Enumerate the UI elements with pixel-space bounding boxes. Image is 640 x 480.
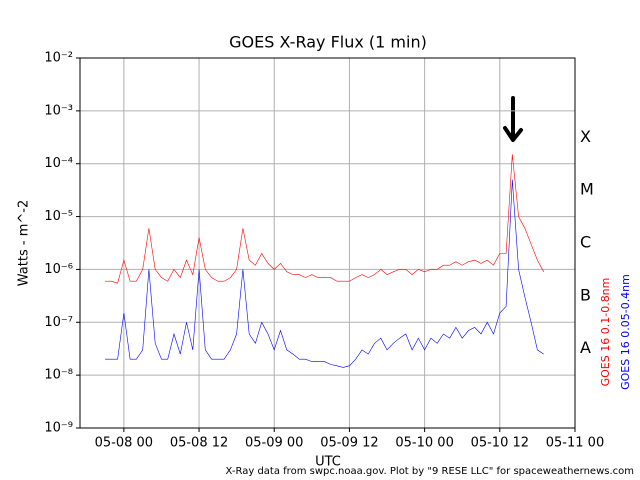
x-tick-label: 05-09 12	[320, 436, 378, 451]
flare-class-label: A	[580, 338, 591, 357]
arrow-annotation	[503, 96, 523, 142]
plot-frame	[79, 57, 576, 429]
y-tick-label: 10⁻²	[44, 51, 73, 66]
series-line	[105, 179, 544, 368]
x-tick-label: 05-11 00	[546, 436, 604, 451]
flare-class-label: C	[580, 233, 591, 252]
legend-label: GOES 16 0.1-0.8nm	[599, 278, 612, 387]
x-tick-label: 05-08 00	[95, 436, 153, 451]
y-tick-label: 10⁻⁶	[44, 262, 73, 277]
chart-title: GOES X-Ray Flux (1 min)	[229, 33, 427, 52]
y-axis-label: Watts - m^-2	[17, 200, 32, 286]
x-tick-label: 05-10 12	[471, 436, 529, 451]
flare-class-label: B	[580, 285, 591, 304]
y-tick-label: 10⁻⁷	[44, 315, 73, 330]
credit: X-Ray data from swpc.noaa.gov. Plot by "…	[226, 466, 634, 477]
y-tick-label: 10⁻⁸	[44, 368, 73, 383]
flare-class-label: M	[580, 180, 594, 199]
x-tick-label: 05-10 00	[395, 436, 453, 451]
y-tick-label: 10⁻⁹	[44, 421, 73, 436]
y-tick-label: 10⁻⁵	[44, 209, 73, 224]
y-tick-label: 10⁻⁴	[44, 156, 73, 171]
series-line	[105, 154, 544, 284]
flare-class-label: X	[580, 127, 591, 146]
x-tick-label: 05-09 00	[245, 436, 303, 451]
x-axis-label: UTC	[315, 455, 341, 470]
legend-label: GOES 16 0.05-0.4nm	[619, 274, 632, 390]
y-tick-label: 10⁻³	[44, 103, 73, 118]
x-tick-label: 05-08 12	[170, 436, 228, 451]
